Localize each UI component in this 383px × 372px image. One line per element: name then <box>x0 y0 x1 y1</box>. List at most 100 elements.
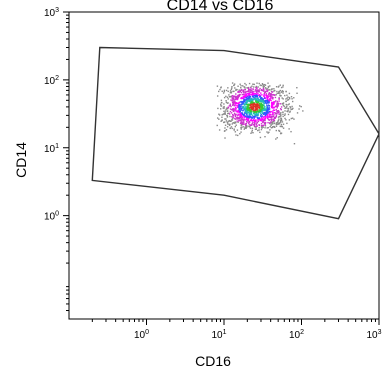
event-dot <box>234 95 236 98</box>
event-dot <box>254 109 257 112</box>
event-dot <box>273 109 276 112</box>
event-dot <box>249 125 251 128</box>
event-dot <box>264 102 267 104</box>
event-dot <box>237 102 239 104</box>
event-dot <box>237 110 240 113</box>
event-dot <box>264 115 266 118</box>
event-dot <box>228 112 230 115</box>
event-dot <box>253 115 256 117</box>
event-dot <box>254 107 257 109</box>
event-dot <box>291 117 294 119</box>
event-dot <box>281 103 284 105</box>
event-dot <box>228 96 231 98</box>
event-dot <box>249 107 251 109</box>
event-dot <box>233 83 236 85</box>
event-dot <box>233 90 235 93</box>
event-dot <box>263 94 265 96</box>
event-dot <box>258 117 261 119</box>
event-dot <box>282 84 284 87</box>
event-dot <box>270 110 272 113</box>
event-dot <box>238 118 241 120</box>
event-dot <box>256 100 259 102</box>
event-dot <box>277 116 280 118</box>
event-dot <box>227 112 229 115</box>
event-dot <box>259 96 261 98</box>
event-dot <box>279 84 281 86</box>
event-dot <box>247 108 250 110</box>
event-dot <box>275 86 278 88</box>
event-dot <box>268 89 270 91</box>
event-dot <box>234 115 237 118</box>
event-dot <box>235 124 237 126</box>
event-dot <box>249 123 251 126</box>
event-dot <box>288 128 290 130</box>
event-dot <box>246 99 248 101</box>
event-dot <box>240 126 242 129</box>
event-dot <box>238 93 241 96</box>
event-dot <box>237 117 239 120</box>
event-dot <box>271 96 274 99</box>
event-dot <box>298 108 300 110</box>
event-dot <box>242 106 244 108</box>
event-dot <box>263 104 265 107</box>
event-dot <box>250 109 252 111</box>
event-dot <box>236 88 238 91</box>
event-dot <box>261 94 263 96</box>
event-dot <box>246 100 248 102</box>
event-dot <box>262 126 264 128</box>
event-dot <box>252 107 255 109</box>
event-dot <box>260 126 263 128</box>
event-dot <box>245 84 247 86</box>
event-dot <box>235 134 237 136</box>
event-dot <box>263 111 266 114</box>
event-dot <box>236 96 239 98</box>
event-dot <box>267 116 270 118</box>
event-dot <box>230 91 232 93</box>
event-dot <box>230 120 232 122</box>
event-dot <box>241 123 243 126</box>
event-dot <box>226 108 229 110</box>
event-dot <box>270 105 273 107</box>
event-dot <box>233 95 235 97</box>
event-dot <box>266 88 269 90</box>
event-dot <box>285 119 287 121</box>
event-dot <box>245 102 248 105</box>
event-dot <box>276 110 278 112</box>
event-dot <box>242 109 245 111</box>
event-dot <box>287 99 289 101</box>
event-dot <box>271 113 274 116</box>
event-dot <box>251 131 253 133</box>
y-tick-label: 100 <box>44 211 59 223</box>
event-dot <box>220 86 222 88</box>
event-dot <box>247 106 249 108</box>
event-dot <box>236 95 238 98</box>
event-dot <box>243 99 245 101</box>
x-tick-label: 102 <box>289 329 304 341</box>
event-dot <box>282 115 284 118</box>
event-dot <box>232 114 234 116</box>
event-dot <box>278 91 280 93</box>
event-dot <box>266 104 268 106</box>
event-dot <box>257 106 260 108</box>
event-dot <box>255 89 257 92</box>
event-dot <box>240 85 242 87</box>
event-dot <box>270 126 273 129</box>
event-dot <box>277 102 280 104</box>
event-dot <box>257 92 259 95</box>
event-dot <box>266 99 269 102</box>
event-dot <box>255 93 258 95</box>
event-dot <box>255 100 257 102</box>
event-dot <box>258 91 260 93</box>
event-dot <box>243 128 246 130</box>
event-dot <box>236 106 239 108</box>
event-dot <box>267 99 270 101</box>
event-dot <box>240 89 242 91</box>
event-dot <box>248 96 250 99</box>
event-dot <box>244 87 246 89</box>
event-dot <box>237 134 239 137</box>
event-dot <box>252 121 254 124</box>
event-dot <box>250 132 252 134</box>
event-dot <box>251 90 253 92</box>
event-dot <box>262 87 265 89</box>
event-dot <box>223 105 225 108</box>
